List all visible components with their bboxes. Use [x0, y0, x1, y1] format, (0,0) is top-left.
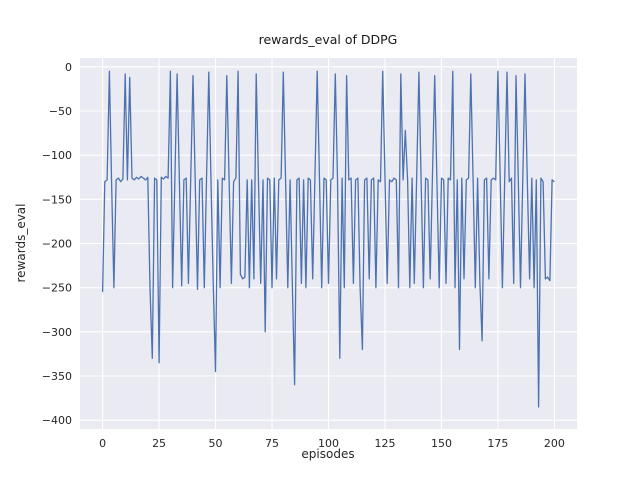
y-tick-label: 0: [65, 61, 72, 74]
x-tick-label: 125: [374, 437, 395, 450]
x-tick-label: 100: [318, 437, 339, 450]
x-axis-label: episodes: [301, 447, 354, 461]
y-axis-label: rewards_eval: [14, 204, 28, 283]
y-tick-label: −100: [42, 149, 72, 162]
x-tick-label: 25: [152, 437, 166, 450]
x-tick-label: 175: [487, 437, 508, 450]
x-tick-label: 200: [544, 437, 565, 450]
y-tick-label: −150: [42, 193, 72, 206]
y-tick-label: −50: [49, 105, 72, 118]
x-tick-label: 75: [265, 437, 279, 450]
y-tick-label: −200: [42, 238, 72, 251]
y-tick-label: −350: [42, 370, 72, 383]
x-tick-label: 150: [431, 437, 452, 450]
y-tick-label: −400: [42, 414, 72, 427]
y-tick-label: −250: [42, 282, 72, 295]
x-tick-label: 0: [99, 437, 106, 450]
series-line: [101, 70, 555, 408]
x-tick-label: 50: [209, 437, 223, 450]
chart-title: rewards_eval of DDPG: [259, 32, 398, 47]
y-tick-label: −300: [42, 326, 72, 339]
